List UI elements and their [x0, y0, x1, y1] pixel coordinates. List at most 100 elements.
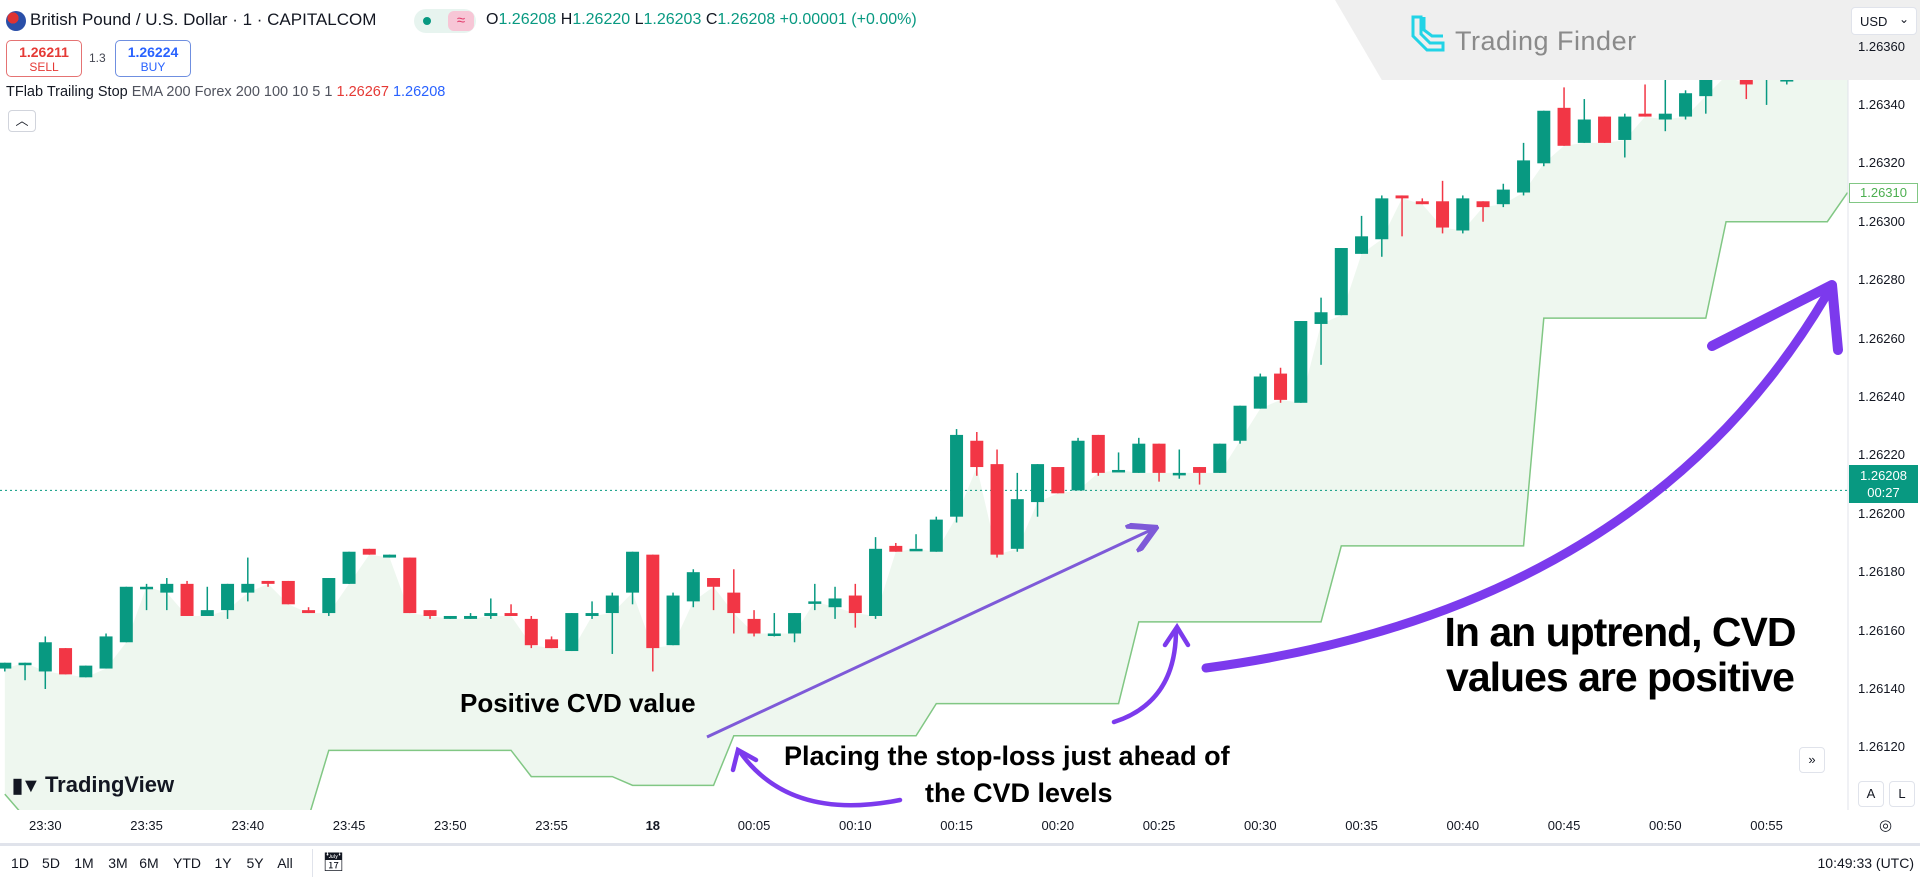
candle[interactable]: [848, 595, 862, 614]
sell-button[interactable]: 1.26211 SELL: [6, 40, 82, 77]
candle[interactable]: [990, 464, 1004, 555]
candle[interactable]: [1395, 195, 1409, 199]
candle[interactable]: [119, 586, 133, 643]
candle[interactable]: [1314, 312, 1328, 324]
range-button-6m[interactable]: 6M: [139, 855, 159, 871]
candle[interactable]: [889, 545, 903, 552]
log-scale-button[interactable]: L: [1889, 781, 1915, 807]
candle[interactable]: [1132, 443, 1146, 473]
buy-button[interactable]: 1.26224 BUY: [115, 40, 191, 77]
symbol-title[interactable]: British Pound / U.S. Dollar · 1 · CAPITA…: [30, 10, 377, 29]
candle[interactable]: [788, 613, 802, 634]
candle[interactable]: [1294, 321, 1308, 403]
candle[interactable]: [1537, 110, 1551, 164]
candle[interactable]: [241, 583, 255, 593]
candle[interactable]: [261, 580, 275, 584]
candle[interactable]: [1638, 113, 1652, 117]
candle[interactable]: [626, 551, 640, 593]
candle[interactable]: [767, 633, 781, 637]
candle[interactable]: [1577, 119, 1591, 143]
candle[interactable]: [1456, 198, 1470, 231]
range-button-5d[interactable]: 5D: [42, 855, 60, 871]
candle[interactable]: [180, 583, 194, 616]
candle[interactable]: [747, 618, 761, 634]
range-button-3m[interactable]: 3M: [108, 855, 128, 871]
candle[interactable]: [1355, 236, 1369, 254]
candle[interactable]: [79, 665, 93, 678]
candle[interactable]: [1253, 376, 1267, 409]
range-button-5y[interactable]: 5Y: [246, 855, 264, 871]
candle[interactable]: [1051, 467, 1065, 494]
candle[interactable]: [99, 636, 113, 669]
candle[interactable]: [808, 601, 822, 604]
candle[interactable]: [929, 519, 943, 552]
candle[interactable]: [140, 586, 154, 590]
currency-dropdown[interactable]: USD ⌄: [1851, 7, 1917, 35]
candle[interactable]: [59, 648, 73, 675]
candle[interactable]: [727, 592, 741, 614]
candle[interactable]: [1679, 93, 1693, 117]
candle[interactable]: [970, 440, 984, 468]
candle[interactable]: [1233, 405, 1247, 441]
candle[interactable]: [666, 595, 680, 646]
candle[interactable]: [545, 639, 559, 649]
range-button-1d[interactable]: 1D: [11, 855, 29, 871]
candle[interactable]: [281, 580, 295, 605]
indicator-legend[interactable]: TFlab Trailing Stop EMA 200 Forex 200 10…: [6, 84, 445, 100]
candle[interactable]: [1274, 373, 1288, 400]
candle[interactable]: [423, 610, 437, 616]
candle[interactable]: [1334, 248, 1348, 316]
scroll-to-realtime-button[interactable]: »: [1799, 747, 1825, 773]
candle[interactable]: [1193, 467, 1207, 473]
candle[interactable]: [1557, 107, 1571, 146]
candle[interactable]: [221, 583, 235, 611]
candle[interactable]: [1476, 201, 1490, 208]
candle[interactable]: [302, 610, 316, 614]
tradingview-logo[interactable]: ▮▼ TradingView: [12, 772, 174, 798]
auto-scale-button[interactable]: A: [1858, 781, 1884, 807]
candle[interactable]: [869, 548, 883, 616]
candle[interactable]: [1071, 440, 1085, 491]
candle[interactable]: [38, 642, 52, 672]
collapse-legend-button[interactable]: ︿: [8, 110, 36, 132]
clock[interactable]: 10:49:33 (UTC): [1817, 855, 1914, 871]
candle[interactable]: [18, 662, 32, 666]
candle[interactable]: [1436, 201, 1450, 228]
candle[interactable]: [1031, 464, 1045, 503]
eye-settings-icon[interactable]: ◎: [1879, 817, 1893, 834]
candle[interactable]: [362, 548, 376, 555]
candle[interactable]: [1415, 201, 1429, 205]
candle[interactable]: [403, 557, 417, 614]
candle[interactable]: [383, 554, 397, 558]
candle[interactable]: [1658, 113, 1672, 120]
candle[interactable]: [828, 598, 842, 608]
range-button-1y[interactable]: 1Y: [214, 855, 232, 871]
candle[interactable]: [909, 548, 923, 552]
candle[interactable]: [200, 610, 214, 616]
range-button-ytd[interactable]: YTD: [173, 855, 201, 871]
candle[interactable]: [565, 613, 579, 652]
range-button-all[interactable]: All: [277, 855, 293, 871]
candle[interactable]: [342, 551, 356, 584]
candle[interactable]: [0, 662, 12, 669]
candle[interactable]: [322, 578, 336, 614]
candle[interactable]: [1010, 499, 1024, 549]
candle[interactable]: [1091, 434, 1105, 473]
candle[interactable]: [1496, 189, 1510, 205]
candle[interactable]: [1112, 469, 1126, 473]
candle[interactable]: [160, 583, 174, 593]
candle[interactable]: [1618, 116, 1632, 140]
candle[interactable]: [950, 434, 964, 517]
candle[interactable]: [686, 572, 700, 602]
candle[interactable]: [464, 615, 478, 619]
calendar-goto-icon[interactable]: 📅︎: [322, 852, 345, 872]
candle[interactable]: [1152, 443, 1166, 473]
candle[interactable]: [646, 554, 660, 649]
range-button-1m[interactable]: 1M: [74, 855, 94, 871]
candle[interactable]: [1213, 443, 1227, 473]
candle[interactable]: [524, 618, 538, 646]
candle[interactable]: [1172, 472, 1186, 476]
candle[interactable]: [605, 595, 619, 614]
candle[interactable]: [1375, 198, 1389, 240]
